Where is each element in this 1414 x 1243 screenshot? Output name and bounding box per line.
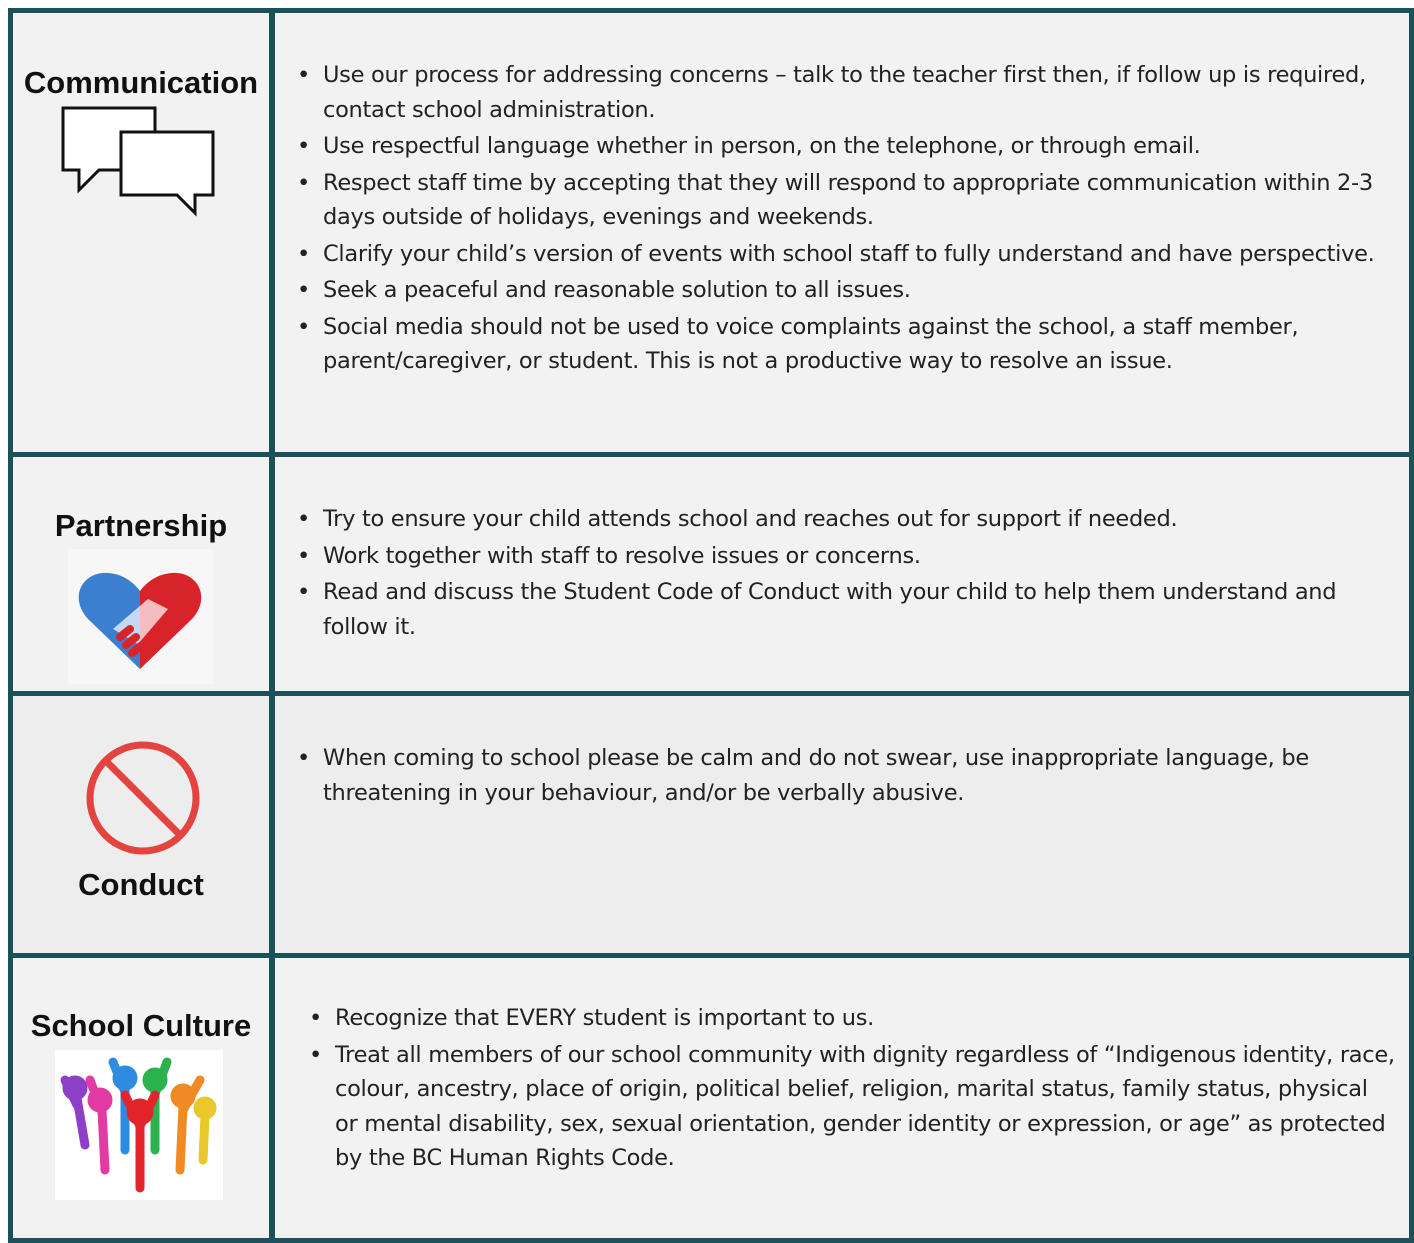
row-label: Conduct — [78, 867, 204, 902]
label-cell: Conduct — [13, 696, 275, 953]
list-item: Try to ensure your child attends school … — [297, 502, 1395, 537]
speech-icon — [61, 106, 215, 217]
people-icon — [55, 1050, 223, 1200]
row: Conduct When coming to school please be … — [8, 691, 1414, 958]
label-cell: Communication — [13, 13, 275, 453]
row-label: School Culture — [30, 1008, 252, 1043]
row: Partnership Try to ensure your child att… — [8, 452, 1414, 696]
item-list: Use our process for addressing concerns … — [283, 58, 1395, 381]
list-item: Read and discuss the Student Code of Con… — [297, 575, 1395, 644]
page: Communication Use our process for addres… — [0, 0, 1414, 1216]
list-item: Seek a peaceful and reasonable solution … — [297, 273, 1395, 308]
list-item: Work together with staff to resolve issu… — [297, 539, 1395, 574]
item-list: Recognize that EVERY student is importan… — [295, 1001, 1395, 1178]
list-item: Social media should not be used to voice… — [297, 310, 1395, 379]
row: School Culture Recognize that EVERY stud… — [8, 953, 1414, 1243]
row: Communication Use our process for addres… — [8, 8, 1414, 458]
item-list: When coming to school please be calm and… — [283, 741, 1395, 812]
heart-icon — [68, 549, 213, 684]
list-item: Treat all members of our school communit… — [309, 1038, 1395, 1176]
list-item: Use our process for addressing concerns … — [297, 58, 1395, 127]
list-item: Recognize that EVERY student is importan… — [309, 1001, 1395, 1036]
list-item: Respect staff time by accepting that the… — [297, 166, 1395, 235]
list-item: Clarify your child’s version of events w… — [297, 237, 1395, 272]
item-list: Try to ensure your child attends school … — [283, 502, 1395, 646]
label-cell: School Culture — [13, 958, 275, 1238]
prohibition-icon — [86, 741, 200, 855]
list-item: Use respectful language whether in perso… — [297, 129, 1395, 164]
row-label: Communication — [23, 65, 259, 100]
row-label: Partnership — [54, 508, 228, 543]
label-cell: Partnership — [13, 457, 275, 691]
list-item: When coming to school please be calm and… — [297, 741, 1395, 810]
